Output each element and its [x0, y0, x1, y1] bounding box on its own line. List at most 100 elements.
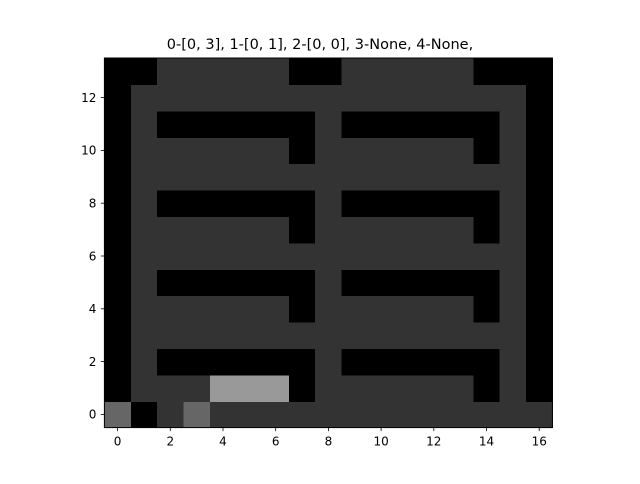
highlight-cell — [236, 374, 264, 402]
wall-cell — [420, 110, 448, 138]
floor-cell — [315, 242, 343, 270]
floor-cell — [130, 322, 158, 349]
wall-cell — [526, 242, 553, 270]
floor-cell — [209, 216, 237, 244]
wall-cell — [104, 269, 132, 297]
x-tick-label: 10 — [373, 435, 388, 449]
floor-cell — [446, 84, 474, 112]
wall-cell — [473, 110, 501, 138]
wall-cell — [526, 295, 553, 323]
wall-cell — [209, 110, 237, 138]
wall-cell — [526, 190, 553, 217]
wall-cell — [526, 163, 553, 191]
wall-cell — [236, 190, 264, 217]
floor-cell — [446, 137, 474, 165]
wall-cell — [288, 216, 316, 244]
x-tick-label: 2 — [166, 435, 174, 449]
wall-cell — [104, 295, 132, 323]
floor-cell — [157, 163, 185, 191]
floor-cell — [420, 322, 448, 349]
wall-cell — [288, 295, 316, 323]
floor-cell — [341, 242, 369, 270]
wall-cell — [104, 374, 132, 402]
wall-cell — [446, 348, 474, 376]
floor-cell — [499, 216, 527, 244]
floor-cell — [473, 84, 501, 112]
floor-cell — [183, 58, 211, 85]
floor-cell — [341, 58, 369, 85]
wall-cell — [157, 190, 185, 217]
floor-cell — [446, 163, 474, 191]
floor-cell — [446, 216, 474, 244]
wall-cell — [394, 110, 422, 138]
wall-cell — [367, 269, 395, 297]
floor-cell — [288, 401, 316, 429]
wall-cell — [157, 110, 185, 138]
floor-cell — [236, 58, 264, 85]
floor-cell — [367, 374, 395, 402]
wall-cell — [104, 216, 132, 244]
floor-cell — [236, 401, 264, 429]
wall-cell — [157, 269, 185, 297]
x-tick-label: 6 — [272, 435, 280, 449]
floor-cell — [499, 137, 527, 165]
floor-cell — [499, 163, 527, 191]
wall-cell — [288, 269, 316, 297]
floor-cell — [130, 84, 158, 112]
marker-cell — [183, 401, 211, 429]
floor-cell — [157, 374, 185, 402]
wall-cell — [473, 295, 501, 323]
floor-cell — [420, 58, 448, 85]
floor-cell — [473, 401, 501, 429]
floor-cell — [394, 137, 422, 165]
floor-cell — [157, 295, 185, 323]
floor-cell — [394, 163, 422, 191]
x-tick-label: 8 — [325, 435, 333, 449]
wall-cell — [341, 269, 369, 297]
wall-cell — [104, 137, 132, 165]
wall-cell — [183, 190, 211, 217]
floor-cell — [473, 163, 501, 191]
wall-cell — [394, 348, 422, 376]
wall-cell — [473, 374, 501, 402]
floor-cell — [288, 163, 316, 191]
floor-cell — [315, 348, 343, 376]
floor-cell — [499, 190, 527, 217]
wall-cell — [262, 348, 290, 376]
floor-cell — [130, 216, 158, 244]
x-tick-label: 4 — [219, 435, 227, 449]
floor-cell — [420, 401, 448, 429]
floor-cell — [394, 216, 422, 244]
floor-cell — [236, 84, 264, 112]
floor-cell — [499, 374, 527, 402]
floor-cell — [315, 216, 343, 244]
wall-cell — [526, 348, 553, 376]
wall-cell — [236, 110, 264, 138]
floor-cell — [262, 242, 290, 270]
floor-cell — [367, 137, 395, 165]
floor-cell — [315, 190, 343, 217]
x-tick-label: 16 — [532, 435, 547, 449]
wall-cell — [104, 110, 132, 138]
y-tick-label: 6 — [89, 249, 97, 263]
floor-cell — [526, 401, 553, 429]
wall-cell — [341, 110, 369, 138]
wall-cell — [104, 242, 132, 270]
wall-cell — [288, 137, 316, 165]
floor-cell — [130, 110, 158, 138]
floor-cell — [130, 348, 158, 376]
wall-cell — [420, 269, 448, 297]
floor-cell — [157, 401, 185, 429]
wall-cell — [446, 110, 474, 138]
floor-cell — [315, 84, 343, 112]
floor-cell — [130, 242, 158, 270]
floor-cell — [315, 163, 343, 191]
wall-cell — [526, 322, 553, 349]
floor-cell — [262, 295, 290, 323]
floor-cell — [209, 242, 237, 270]
floor-cell — [367, 84, 395, 112]
wall-cell — [526, 84, 553, 112]
floor-cell — [157, 322, 185, 349]
floor-cell — [446, 374, 474, 402]
